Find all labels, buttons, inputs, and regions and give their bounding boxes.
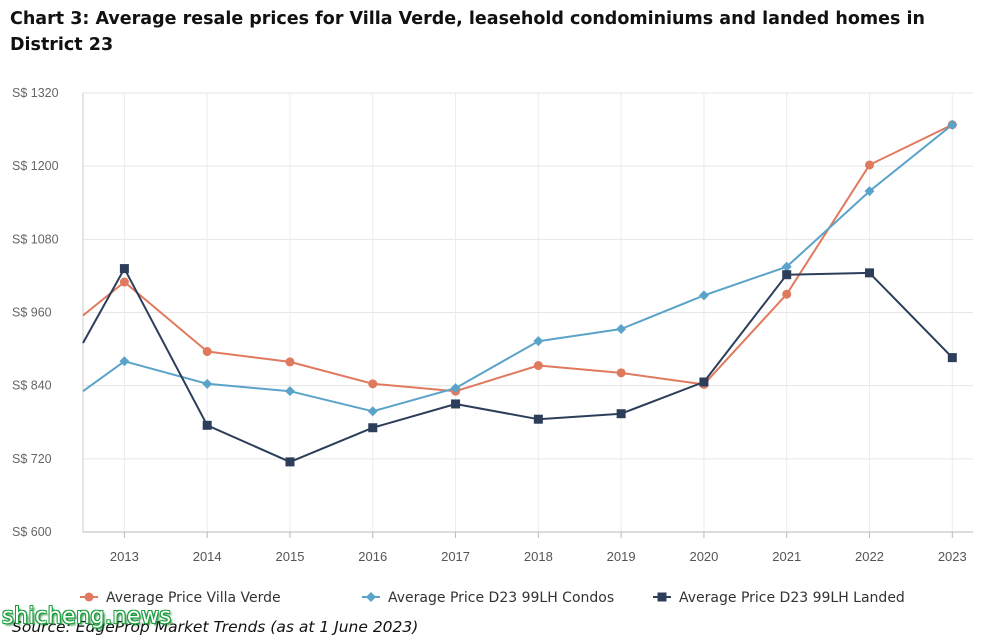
data-point xyxy=(119,264,129,274)
x-tick-label: 2016 xyxy=(358,549,387,564)
gridlines xyxy=(82,92,973,533)
series-1 xyxy=(82,120,957,396)
x-tick-label: 2022 xyxy=(855,549,884,564)
data-point xyxy=(616,323,627,334)
x-tick-label: 2015 xyxy=(276,549,305,564)
data-point xyxy=(698,290,709,301)
data-point xyxy=(451,399,461,409)
data-point xyxy=(368,423,378,433)
legend-label: Average Price D23 99LH Landed xyxy=(679,590,905,606)
x-axis-ticks: 2013 2014 2015 2016 2017 2018 2019 2020 2021 2022… xyxy=(110,532,967,564)
legend-swatch-marker xyxy=(84,592,94,602)
data-point xyxy=(947,353,957,363)
y-tick-label: S$ 1080 xyxy=(12,232,59,246)
data-point xyxy=(533,414,543,424)
data-point xyxy=(367,406,378,417)
x-tick-label: 2017 xyxy=(441,549,470,564)
legend-item: Average Price D23 99LH Condos xyxy=(362,590,614,606)
series-line xyxy=(82,267,954,463)
y-tick-label: S$ 1200 xyxy=(12,159,59,173)
y-tick-label: S$ 840 xyxy=(12,379,52,393)
x-tick-label: 2014 xyxy=(193,549,222,564)
data-point xyxy=(782,270,792,280)
data-point xyxy=(285,357,295,367)
x-tick-label: 2020 xyxy=(689,549,718,564)
data-point xyxy=(202,420,212,430)
data-point xyxy=(865,268,875,278)
data-point xyxy=(285,457,295,467)
data-point xyxy=(202,347,212,357)
chart-title: Chart 3: Average resale prices for Villa… xyxy=(10,9,925,55)
data-point xyxy=(119,356,130,367)
legend-label: Average Price D23 99LH Condos xyxy=(388,590,614,606)
legend-swatch-marker xyxy=(657,592,667,602)
data-point xyxy=(202,378,213,389)
series-line xyxy=(82,123,953,393)
data-point xyxy=(865,160,875,170)
x-tick-label: 2023 xyxy=(938,549,967,564)
data-point xyxy=(450,383,461,394)
watermark-logo: shicheng.news xyxy=(2,604,172,629)
data-point xyxy=(947,119,958,130)
source-note: Source: EdgeProp Market Trends (as at 1 … xyxy=(12,618,419,636)
data-point xyxy=(284,386,295,397)
data-point xyxy=(616,368,626,378)
y-tick-label: S$ 720 xyxy=(12,452,52,466)
data-point xyxy=(533,361,543,371)
y-tick-label: S$ 960 xyxy=(12,306,52,320)
legend-swatch-marker xyxy=(366,592,376,602)
data-point xyxy=(368,379,378,389)
data-point xyxy=(616,409,626,419)
legend-item: Average Price Villa Verde xyxy=(80,590,281,606)
data-point xyxy=(533,336,544,347)
legend: Average Price Villa Verde Average Price D… xyxy=(80,590,905,606)
x-tick-label: 2019 xyxy=(607,549,636,564)
legend-item: Average Price D23 99LH Landed xyxy=(653,590,905,606)
y-tick-label: S$ 1320 xyxy=(12,86,59,100)
x-tick-label: 2013 xyxy=(110,549,139,564)
data-point xyxy=(864,186,875,197)
series-group xyxy=(82,119,958,467)
y-axis-ticks: S$ 600 S$ 720 S$ 840 S$ 960 S$ 1080 S$ 1200 S$… xyxy=(12,86,59,539)
x-tick-label: 2018 xyxy=(524,549,553,564)
y-tick-label: S$ 600 xyxy=(12,525,52,539)
series-line xyxy=(82,123,953,413)
data-point xyxy=(119,277,129,287)
series-2 xyxy=(82,119,958,417)
data-point xyxy=(699,377,709,387)
legend-label: Average Price Villa Verde xyxy=(106,590,281,606)
series-3 xyxy=(82,264,957,467)
x-tick-label: 2021 xyxy=(772,549,801,564)
data-point xyxy=(782,289,792,299)
data-point xyxy=(781,261,792,272)
